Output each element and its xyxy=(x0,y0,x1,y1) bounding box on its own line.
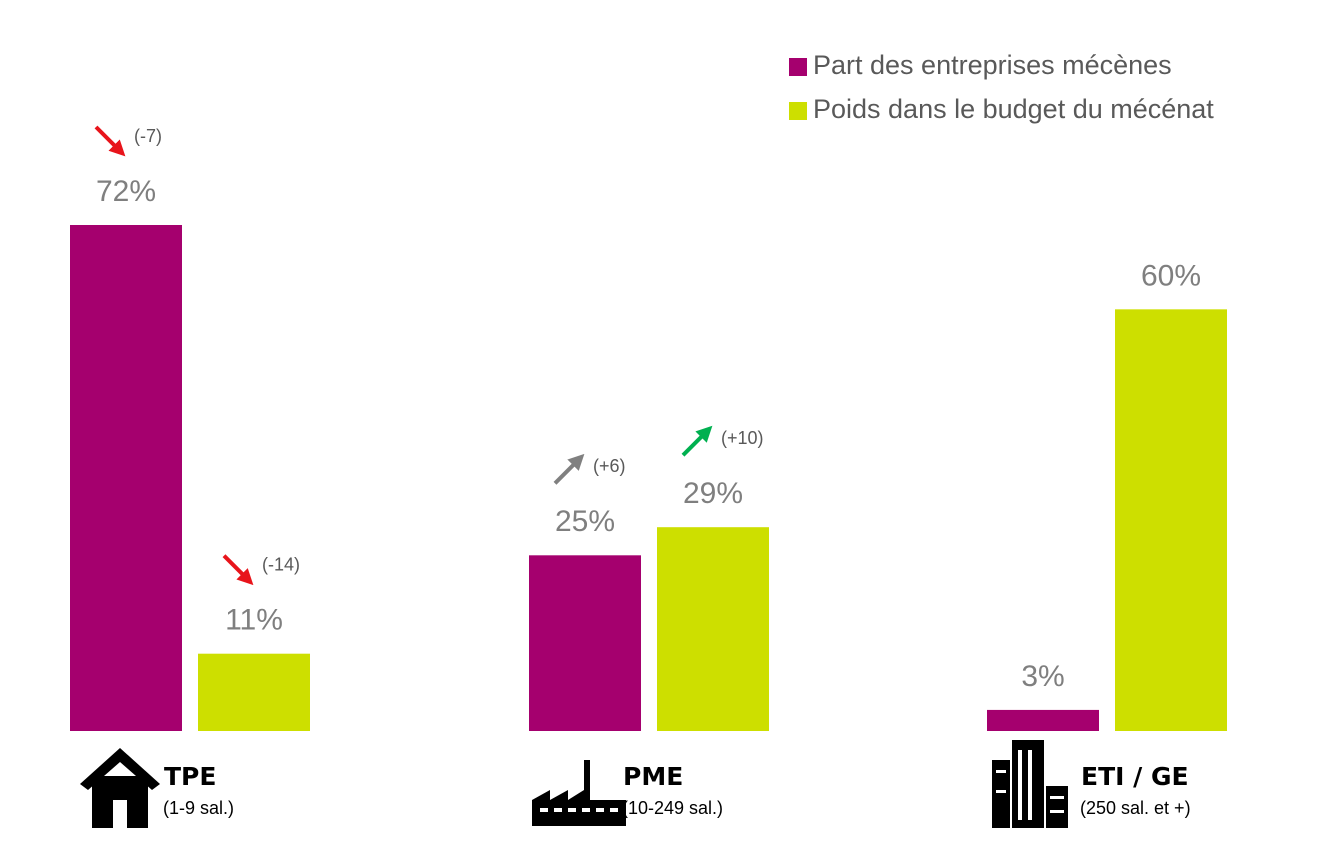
category-label: ETI / GE xyxy=(1081,762,1189,791)
value-label: 60% xyxy=(1141,259,1201,292)
change-label: (-7) xyxy=(134,126,162,146)
category-label: PME xyxy=(623,762,683,791)
value-label: 29% xyxy=(683,477,743,510)
bar xyxy=(1115,309,1227,731)
change-arrow xyxy=(222,554,254,586)
category-label: TPE xyxy=(164,762,216,791)
value-label: 11% xyxy=(225,604,283,637)
legend-swatch xyxy=(789,58,807,76)
legend-label: Poids dans le budget du mécénat xyxy=(813,94,1214,124)
change-arrow xyxy=(681,425,713,457)
category-note: (10-249 sal.) xyxy=(622,798,723,818)
factory-icon xyxy=(532,760,626,826)
change-label: (+6) xyxy=(593,456,626,476)
value-label: 72% xyxy=(96,175,156,208)
category-note: (250 sal. et +) xyxy=(1080,798,1191,818)
value-label: 25% xyxy=(555,505,615,538)
bar xyxy=(70,225,182,731)
change-arrow xyxy=(553,453,585,485)
legend-label: Part des entreprises mécènes xyxy=(813,50,1172,80)
value-label: 3% xyxy=(1021,660,1064,693)
change-arrow xyxy=(94,125,126,157)
bar xyxy=(198,653,310,731)
category-note: (1-9 sal.) xyxy=(163,798,234,818)
change-label: (+10) xyxy=(721,428,764,448)
bar xyxy=(529,555,641,731)
buildings-icon xyxy=(992,740,1068,828)
house-icon xyxy=(80,748,160,828)
bar xyxy=(657,527,769,731)
legend-swatch xyxy=(789,102,807,120)
change-label: (-14) xyxy=(262,554,300,574)
bar xyxy=(987,709,1099,731)
